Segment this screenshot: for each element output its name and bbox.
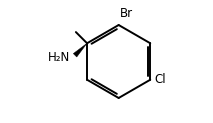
Text: Br: Br	[120, 7, 133, 20]
Polygon shape	[73, 43, 87, 57]
Text: Cl: Cl	[154, 73, 166, 86]
Text: H₂N: H₂N	[48, 51, 70, 64]
